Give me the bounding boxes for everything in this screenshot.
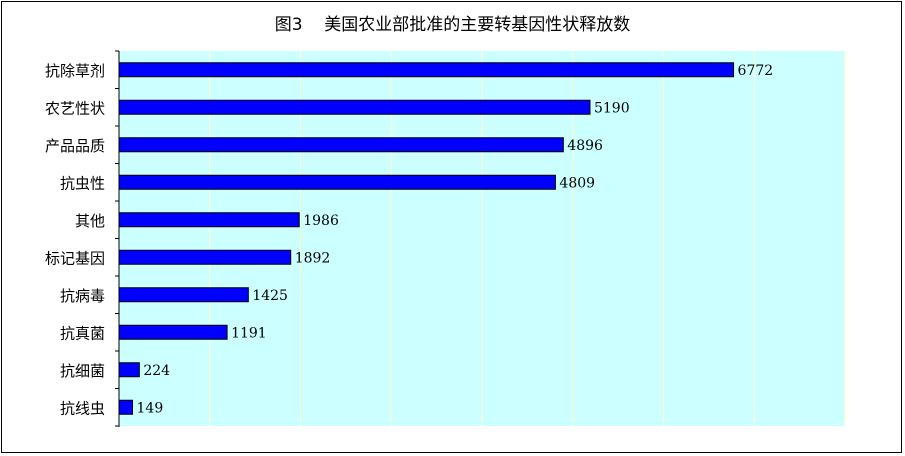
category-label-2: 产品品质 [45, 137, 105, 155]
data-label-3: 4809 [559, 175, 595, 191]
data-label-8: 224 [143, 363, 170, 379]
bar-4 [118, 212, 300, 228]
category-label-5: 标记基因 [45, 249, 105, 267]
data-label-1: 5190 [594, 100, 630, 116]
bar-0 [118, 62, 735, 78]
data-label-0: 6772 [738, 63, 774, 79]
category-label-0: 抗除草剂 [45, 62, 105, 80]
category-label-6: 抗病毒 [60, 287, 105, 305]
bar-5 [118, 249, 292, 265]
bar-6 [118, 287, 249, 303]
category-label-1: 农艺性状 [45, 99, 105, 117]
data-label-9: 149 [137, 400, 164, 416]
data-label-2: 4896 [567, 138, 603, 154]
bar-3 [118, 174, 556, 190]
bar-2 [118, 137, 564, 153]
labels: 6772 抗除草剂 5190 农艺性状 4896 产品品质 4809 抗虫性 1986 其他 189… [45, 62, 773, 418]
bar-9 [118, 399, 134, 415]
data-label-7: 1191 [231, 325, 267, 341]
bar-8 [118, 362, 140, 378]
chart-title: 图3 美国农业部批准的主要转基因性状释放数 [274, 15, 631, 35]
data-label-6: 1425 [252, 288, 288, 304]
category-label-4: 其他 [75, 212, 105, 230]
bars [118, 62, 735, 415]
category-label-7: 抗真菌 [60, 324, 105, 342]
y-axis [115, 50, 120, 427]
bar-7 [118, 324, 228, 340]
bar-1 [118, 99, 591, 115]
data-label-4: 1986 [303, 213, 339, 229]
category-label-3: 抗虫性 [60, 174, 105, 192]
category-label-8: 抗细菌 [60, 362, 105, 380]
category-label-9: 抗线虫 [60, 399, 105, 417]
data-label-5: 1892 [295, 250, 331, 266]
